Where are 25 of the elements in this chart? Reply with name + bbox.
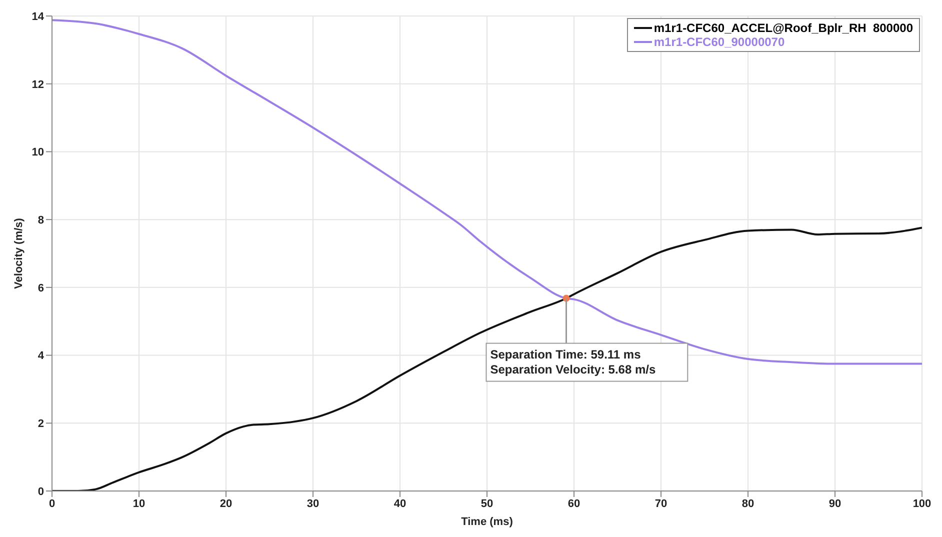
x-axis-title: Time (ms)	[461, 516, 514, 528]
x-tick-label: 50	[480, 498, 494, 510]
y-tick-label: 14	[32, 10, 45, 23]
y-tick-label: 12	[32, 78, 44, 91]
legend-label: m1r1-CFC60_ACCEL@Roof_Bplr_RH 800000	[654, 21, 913, 35]
y-tick-label: 4	[38, 350, 45, 362]
annotation: Separation Time: 59.11 ms Separation Velocity: 5.68 m/s	[490, 347, 656, 376]
x-tick-label: 80	[742, 498, 754, 510]
x-tick-label: 40	[394, 498, 406, 510]
x-tick-label: 20	[220, 498, 232, 510]
y-tick-label: 0	[38, 486, 44, 498]
line-series	[52, 19, 922, 365]
legend-label: m1r1-CFC60_90000070	[654, 35, 785, 49]
x-tick-label: 60	[568, 498, 580, 510]
y-tick-label: 2	[38, 418, 44, 430]
x-tick-label: 90	[828, 498, 842, 510]
y-axis-title: Velocity (m/s)	[12, 218, 25, 289]
y-tick-label: 8	[38, 214, 44, 226]
y-tick-label: 10	[32, 146, 44, 159]
x-tick-label: 100	[912, 498, 932, 510]
x-tick-label: 0	[48, 498, 56, 510]
y-tick-label: 6	[38, 282, 44, 294]
x-tick-label: 10	[132, 498, 146, 510]
x-tick-label: 30	[306, 498, 320, 510]
x-tick-label: 70	[654, 498, 668, 510]
